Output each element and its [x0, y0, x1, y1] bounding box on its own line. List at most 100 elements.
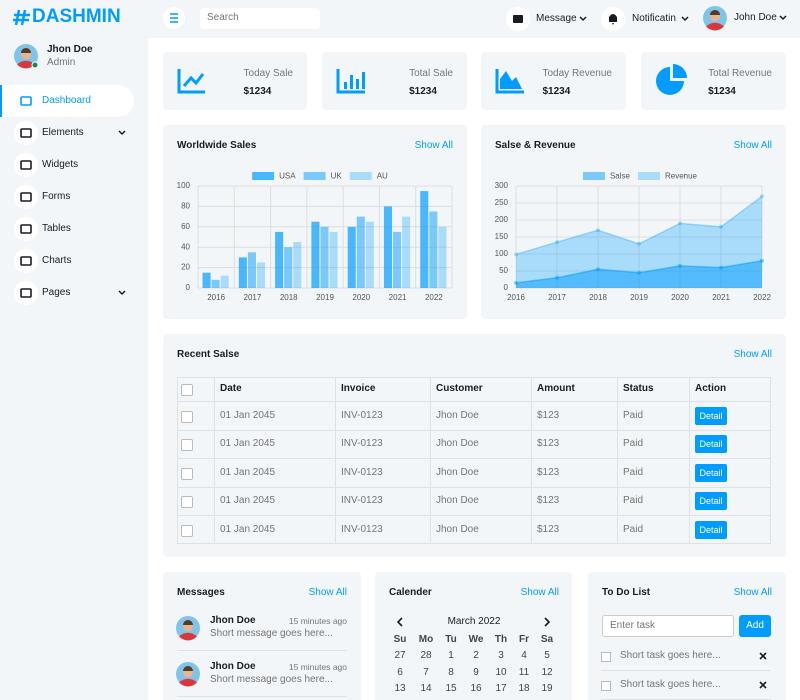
table-cell: Paid	[623, 466, 644, 478]
table-cell: INV-0123	[341, 409, 383, 421]
calendar-day[interactable]: 15	[445, 683, 457, 694]
user-name: Jhon Doe	[47, 44, 93, 55]
task-input	[602, 615, 734, 637]
table-cell: 01 Jan 2045	[220, 523, 276, 535]
calendar-day[interactable]: 13	[394, 683, 406, 694]
nav-item[interactable]: Widgets	[42, 159, 79, 170]
table-cell: $123	[537, 409, 560, 421]
show-all-link[interactable]: Show All	[414, 140, 453, 151]
table-cell: 01 Jan 2045	[220, 438, 276, 449]
col-line	[214, 377, 215, 544]
calendar-day[interactable]: 11	[518, 666, 530, 678]
brand: DASHMIN	[32, 6, 121, 27]
separator	[177, 650, 347, 651]
column-header: Amount	[537, 383, 575, 394]
nav-item[interactable]: Pages	[42, 287, 71, 298]
calendar-day[interactable]: 4	[521, 650, 527, 661]
detail-button[interactable]: Detail	[695, 406, 727, 425]
detail-button[interactable]: Detail	[695, 492, 727, 510]
task-text: Short task goes here...	[620, 679, 721, 690]
checkbox	[181, 384, 193, 396]
stat-label: Today Sale	[243, 68, 293, 79]
table-cell: 01 Jan 2045	[220, 466, 276, 478]
notification-menu[interactable]: Notificatin	[632, 13, 676, 24]
calendar-day[interactable]: 1	[448, 650, 454, 661]
checkbox	[181, 439, 193, 451]
show-all-link[interactable]: Show All	[308, 587, 347, 598]
nav-item[interactable]: Forms	[42, 191, 71, 202]
calendar-day[interactable]: 18	[518, 683, 530, 694]
card-title: Salse & Revenue	[495, 140, 576, 151]
table-cell: Paid	[623, 409, 644, 421]
table-cell: Paid	[623, 523, 644, 535]
message-text: Short message goes here...	[210, 628, 333, 639]
search-box	[200, 8, 320, 29]
nav-item[interactable]: Elements	[42, 127, 84, 138]
calendar-day[interactable]: 12	[541, 666, 553, 678]
row-line	[177, 515, 771, 516]
calendar-month: March 2022	[447, 616, 501, 627]
calendar-day[interactable]: 16	[470, 683, 482, 694]
row-line	[177, 458, 771, 459]
show-all-link[interactable]: Show All	[733, 587, 772, 598]
detail-button[interactable]: Detail	[695, 435, 727, 453]
calendar-day[interactable]: 10	[495, 666, 507, 678]
calendar-day[interactable]: 28	[420, 650, 432, 661]
column-header: Date	[220, 383, 242, 394]
card-title: To Do List	[602, 587, 651, 598]
card-title: Worldwide Sales	[177, 140, 257, 151]
calendar-day[interactable]: 17	[495, 683, 507, 694]
calendar-day[interactable]: 14	[420, 683, 432, 694]
calendar-day[interactable]: 8	[448, 666, 454, 678]
nav-item[interactable]: Tables	[42, 223, 71, 234]
stat-value: $1234	[542, 86, 571, 97]
task-text: Short task goes here...	[620, 650, 721, 661]
stat-text: Total Revenue $1234	[708, 66, 772, 100]
nav-item[interactable]: Dashboard	[42, 95, 91, 106]
stat-value: $1234	[409, 86, 437, 97]
col-line	[617, 377, 618, 544]
calendar-day[interactable]: 7	[423, 666, 429, 678]
detail-button[interactable]: Detail	[695, 520, 727, 539]
user-role: Admin	[47, 57, 76, 68]
nav-item[interactable]: Charts	[42, 255, 72, 266]
calendar-day[interactable]: 2	[473, 650, 479, 661]
task-input-placeholder[interactable]: Enter task	[610, 620, 656, 631]
separator	[177, 696, 347, 697]
message-menu[interactable]: Message	[536, 13, 577, 24]
table-cell: INV-0123	[341, 523, 383, 535]
show-all-link[interactable]: Show All	[733, 140, 772, 151]
show-all-link[interactable]: Show All	[733, 349, 772, 360]
col-line	[531, 377, 532, 544]
calendar-day[interactable]: 5	[544, 650, 550, 661]
user-menu[interactable]: John Doe	[734, 12, 777, 23]
show-all-link[interactable]: Show All	[520, 587, 559, 598]
calendar-day[interactable]: 9	[473, 666, 479, 678]
detail-button[interactable]: Detail	[695, 463, 727, 482]
table-cell: $123	[537, 466, 560, 478]
row-line	[177, 430, 771, 431]
table-cell: 01 Jan 2045	[220, 495, 276, 506]
weekday: Th	[494, 634, 508, 645]
chart-card	[481, 125, 786, 319]
search-input[interactable]: Search	[207, 12, 239, 23]
calendar-day[interactable]: 27	[394, 650, 406, 661]
add-button[interactable]: Add	[739, 615, 771, 637]
message-time: 15 minutes ago	[288, 616, 347, 626]
table-cell: Jhon Doe	[436, 466, 479, 478]
col-line	[689, 377, 690, 544]
calendar-day[interactable]: 3	[498, 650, 504, 661]
table-cell: Jhon Doe	[436, 523, 479, 535]
table-cell: $123	[537, 438, 560, 449]
table-cell: Paid	[623, 438, 644, 449]
task-checkbox	[601, 652, 611, 662]
table-cell: INV-0123	[341, 466, 383, 478]
stat-label: Today Revenue	[542, 68, 613, 79]
weekday: Su	[393, 634, 407, 645]
card-title: Calender	[389, 587, 432, 598]
calendar-day[interactable]: 19	[541, 683, 553, 694]
column-header: Customer	[436, 383, 483, 394]
separator	[601, 670, 771, 671]
calendar-day[interactable]: 6	[397, 666, 403, 678]
